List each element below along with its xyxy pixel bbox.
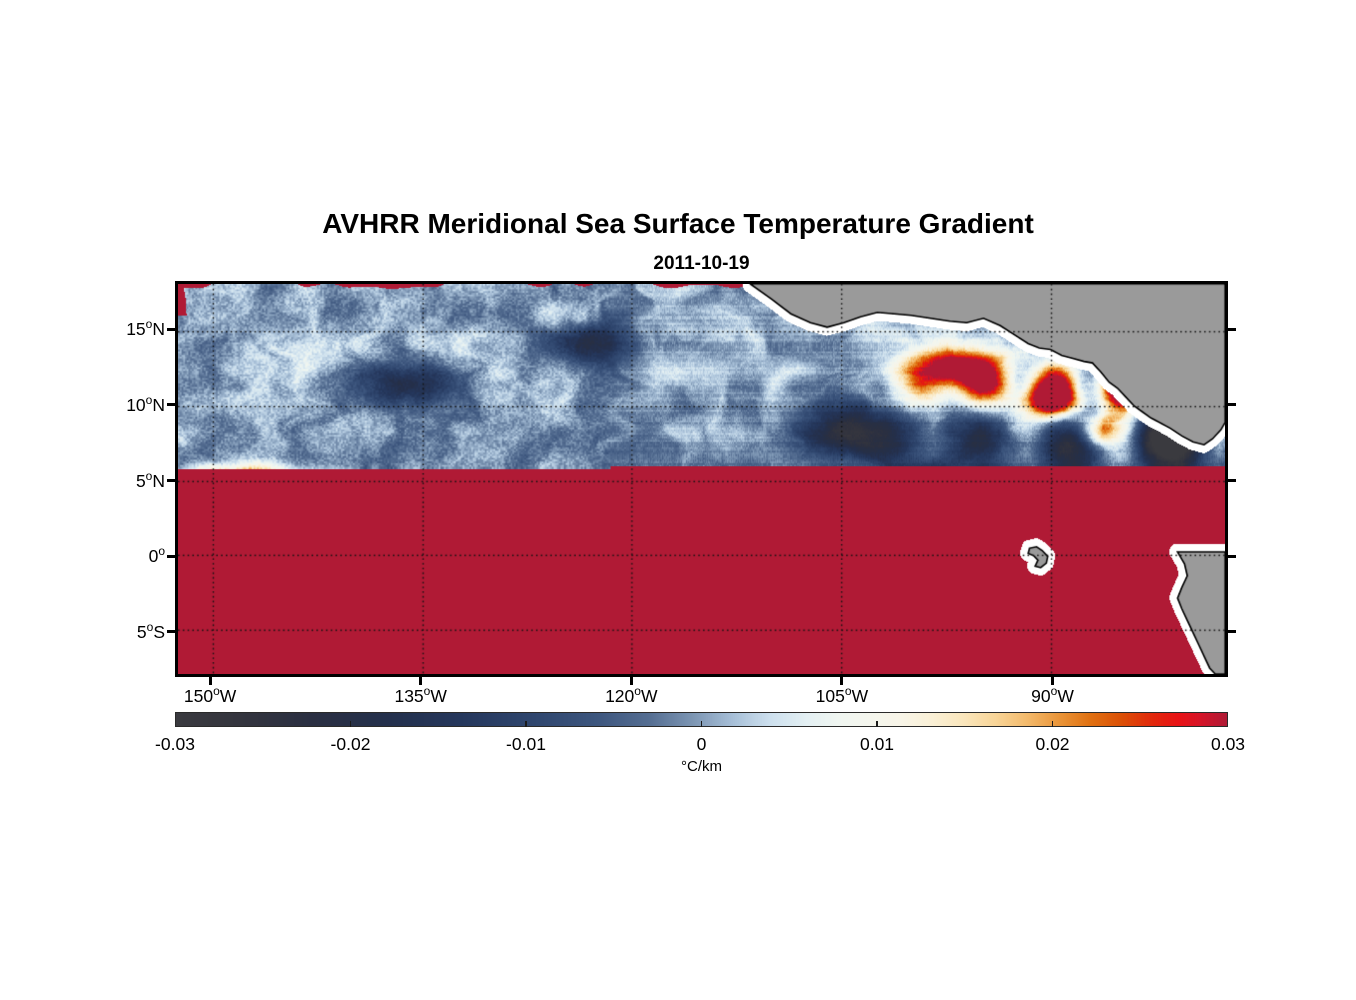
colorbar-tick-label: -0.03 xyxy=(155,734,195,754)
colorbar-tick-label: -0.01 xyxy=(506,734,546,754)
map-plot-area xyxy=(175,281,1228,677)
x-tick-label: 150oW xyxy=(183,684,237,706)
page-title: AVHRR Meridional Sea Surface Temperature… xyxy=(322,208,1034,239)
y-tick-mark-right xyxy=(1228,554,1236,558)
colorbar-tick-mark xyxy=(1051,721,1054,727)
colorbar-tick-label: 0.02 xyxy=(1035,734,1070,754)
colorbar-tick-label: 0 xyxy=(696,734,707,754)
x-tick-label: 120oW xyxy=(605,684,658,706)
colorbar-gradient-strip xyxy=(176,713,1227,726)
colorbar-tick-mark xyxy=(700,721,703,727)
y-tick-mark xyxy=(167,554,175,558)
colorbar-tick-label: 0.01 xyxy=(859,734,895,754)
colorbar-tick-mark xyxy=(525,721,527,727)
figure-subtitle-date: 2011-10-19 xyxy=(653,253,750,274)
y-tick-label: 5oS xyxy=(136,619,165,642)
colorbar-tick-label: -0.02 xyxy=(330,734,371,754)
y-tick-mark-right xyxy=(1228,327,1236,331)
x-tick-label: 90oW xyxy=(1031,684,1074,706)
x-tick-label: 135oW xyxy=(394,684,447,706)
y-tick-label: 15oN xyxy=(126,317,165,340)
y-tick-mark-right xyxy=(1228,630,1236,634)
colorbar-unit-label: °C/km xyxy=(681,758,722,775)
sst-gradient-heatmap xyxy=(178,284,1225,674)
x-tick-mark xyxy=(1051,677,1054,685)
colorbar-tick-mark xyxy=(876,721,878,727)
x-tick-mark xyxy=(208,677,212,685)
colorbar-tick-label: 0.03 xyxy=(1210,734,1246,754)
x-tick-mark xyxy=(419,677,423,685)
y-tick-mark xyxy=(167,630,175,634)
y-tick-mark xyxy=(167,403,175,407)
y-tick-mark-right xyxy=(1228,479,1236,482)
y-tick-label: 5oN xyxy=(135,468,165,491)
x-tick-mark xyxy=(840,677,844,685)
y-tick-mark xyxy=(167,479,175,482)
y-tick-mark xyxy=(167,327,175,331)
x-tick-mark xyxy=(629,677,633,685)
y-tick-label: 10oN xyxy=(126,392,165,415)
y-tick-mark-right xyxy=(1228,403,1236,407)
colorbar-tick-mark xyxy=(349,721,352,727)
y-tick-label: 0o xyxy=(148,544,165,567)
x-tick-label: 105oW xyxy=(815,684,869,706)
